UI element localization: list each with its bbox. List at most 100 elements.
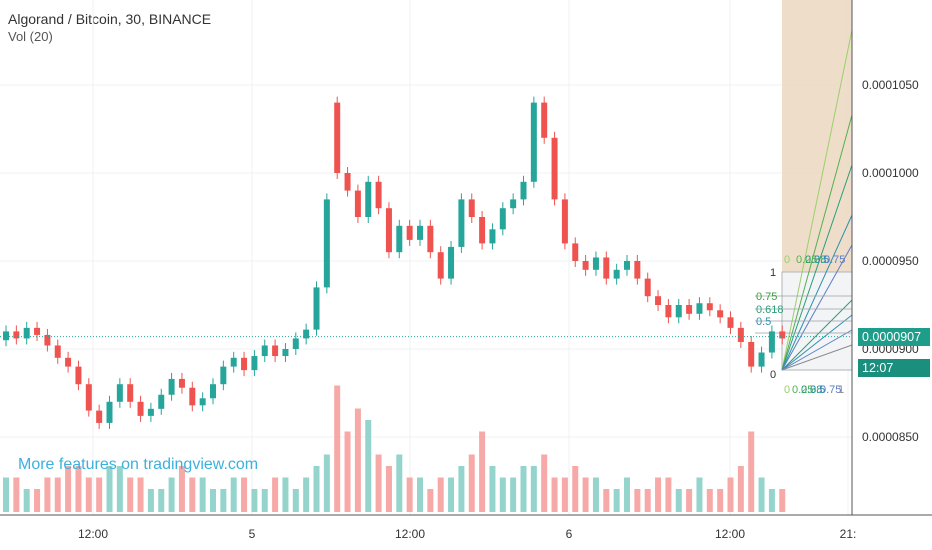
chart-title: Algorand / Bitcoin, 30, BINANCE xyxy=(8,11,212,27)
candle-body xyxy=(34,327,41,335)
volume-bar xyxy=(147,489,154,512)
tradingview-promo-link[interactable]: More features on tradingview.com xyxy=(18,456,259,473)
volume-bar xyxy=(572,466,579,512)
candle-body xyxy=(344,173,351,191)
volume-bar xyxy=(220,489,227,512)
volume-bar xyxy=(520,466,527,512)
volume-bar xyxy=(561,477,568,512)
candle-body xyxy=(448,246,455,279)
fan-top-label: 0.38 xyxy=(805,254,826,266)
candle-body xyxy=(65,357,72,367)
volume-bar xyxy=(375,454,382,512)
volume-bar xyxy=(510,477,517,512)
candle-body xyxy=(241,357,248,371)
candle-body xyxy=(106,401,113,423)
candle-body xyxy=(272,345,279,357)
fan-bottom-label: 0.38 xyxy=(801,384,822,396)
fan-axis-label: 0 xyxy=(770,369,776,381)
volume-bar xyxy=(479,431,486,512)
candle-body xyxy=(758,352,765,367)
candle-body xyxy=(768,331,775,353)
candle-body xyxy=(282,349,289,357)
volume-bar xyxy=(717,489,724,512)
fan-bottom-label: 0.5 xyxy=(810,384,825,396)
fan-bottom-label: 1 xyxy=(838,384,844,396)
volume-bar xyxy=(448,477,455,512)
candle-body xyxy=(168,378,175,395)
volume-bar xyxy=(127,477,134,512)
volume-bar xyxy=(768,489,775,512)
candle-body xyxy=(23,327,30,339)
fan-line xyxy=(781,114,853,371)
candle-body xyxy=(613,269,620,279)
candle-body xyxy=(737,327,744,342)
y-tick-label: 0.0000850 xyxy=(862,430,919,444)
volume-bar xyxy=(727,477,734,512)
candle-body xyxy=(365,181,372,217)
candle-body xyxy=(54,345,61,358)
fan-line xyxy=(781,214,853,371)
volume-bar xyxy=(758,477,765,512)
x-tick-label: 12:00 xyxy=(78,527,108,541)
fan-top-label: 0 xyxy=(784,254,790,266)
volume-bar xyxy=(54,477,61,512)
volume-bar xyxy=(613,489,620,512)
volume-bar xyxy=(634,489,641,512)
volume-bar xyxy=(272,477,279,512)
x-tick-label: 6 xyxy=(566,527,573,541)
candle-body xyxy=(210,384,216,399)
candle-body xyxy=(603,257,610,279)
candle-body xyxy=(499,208,506,230)
candle-body xyxy=(354,190,361,217)
candle-body xyxy=(675,305,682,318)
candle-body xyxy=(375,181,382,209)
volume-bar xyxy=(385,466,392,512)
candle-body xyxy=(686,305,693,314)
volume-bar xyxy=(13,477,20,512)
volume-bar xyxy=(582,477,589,512)
volume-bar xyxy=(696,477,703,512)
candle-body xyxy=(147,408,154,416)
fan-line-lower xyxy=(781,314,853,371)
volume-bar xyxy=(168,477,175,512)
candle-body xyxy=(706,303,713,311)
volume-bar xyxy=(23,489,30,512)
candle-body xyxy=(582,261,589,270)
candle-body xyxy=(406,225,413,240)
fan-line xyxy=(781,29,853,371)
fan-line xyxy=(781,244,853,371)
volume-bar xyxy=(34,489,41,512)
volume-bar xyxy=(261,489,268,512)
volume-bar xyxy=(468,454,475,512)
x-tick-label: 5 xyxy=(249,527,256,541)
volume-bar xyxy=(106,466,113,512)
x-tick-label: 12:00 xyxy=(715,527,745,541)
volume-bar xyxy=(406,477,413,512)
volume-bars xyxy=(3,385,786,512)
candle-body xyxy=(437,252,444,279)
volume-bar xyxy=(706,489,713,512)
candle-body xyxy=(551,137,558,200)
volume-bar xyxy=(199,477,206,512)
volume-bar xyxy=(137,477,144,512)
volume-bar xyxy=(241,477,248,512)
volume-bar xyxy=(313,466,320,512)
volume-bar xyxy=(210,489,216,512)
candle-body xyxy=(520,181,527,200)
candle-body xyxy=(530,102,537,182)
volume-bar xyxy=(44,477,51,512)
volume-bar xyxy=(530,466,537,512)
candle-body xyxy=(468,199,475,217)
candle-body xyxy=(3,331,9,341)
candle-body xyxy=(489,229,496,244)
candle-body xyxy=(655,296,662,305)
candle-body xyxy=(385,208,392,253)
fan-line xyxy=(781,164,853,371)
volume-bar xyxy=(85,477,92,512)
y-tick-label: 0.0001000 xyxy=(862,166,919,180)
candle-body xyxy=(261,345,268,357)
volume-bar xyxy=(603,489,610,512)
candle-body xyxy=(510,199,517,209)
